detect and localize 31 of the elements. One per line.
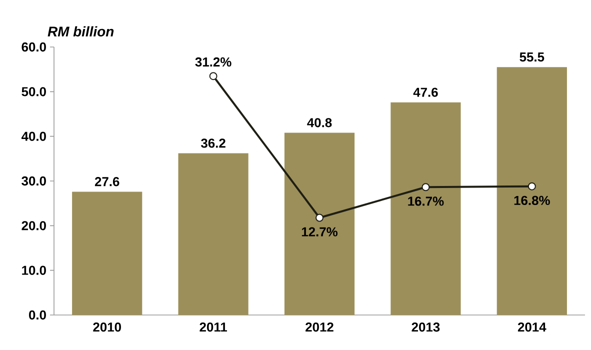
point bbox=[316, 214, 324, 222]
y-tick-label: 0.0 bbox=[29, 310, 46, 320]
bar bbox=[496, 67, 567, 315]
point bbox=[422, 183, 430, 192]
y-tick-label: 40.0 bbox=[21, 132, 46, 141]
data-label: 12.7% bbox=[302, 227, 338, 236]
x-tick-label: 2010 bbox=[93, 322, 121, 332]
y-tick-label: 10.0 bbox=[22, 266, 46, 275]
bar bbox=[178, 153, 248, 315]
y-tick-label: 30.0 bbox=[22, 176, 46, 186]
point bbox=[209, 72, 218, 80]
data-label: 16.7% bbox=[408, 196, 444, 206]
data-label: 55.5 bbox=[520, 52, 544, 62]
y-tick-label: 50.0 bbox=[22, 87, 46, 96]
bar bbox=[72, 192, 142, 315]
y-tick-label: 20.0 bbox=[22, 221, 46, 230]
y-axis-title: RM billion bbox=[48, 26, 114, 36]
bar bbox=[390, 102, 461, 315]
point bbox=[528, 182, 536, 190]
x-tick-label: 2014 bbox=[518, 322, 546, 332]
data-label: 27.6 bbox=[94, 177, 120, 186]
data-label: 40.8 bbox=[307, 118, 332, 128]
data-label: 47.6 bbox=[413, 88, 438, 97]
x-tick-label: 2012 bbox=[306, 322, 334, 332]
x-tick-label: 2013 bbox=[412, 322, 440, 332]
bar bbox=[284, 132, 355, 315]
x-tick-label: 2011 bbox=[200, 322, 227, 332]
data-label: 16.8% bbox=[514, 196, 550, 206]
data-label: 31.2% bbox=[195, 57, 232, 67]
data-label: 36.2 bbox=[200, 138, 226, 148]
y-tick-label: 60.0 bbox=[22, 42, 46, 52]
